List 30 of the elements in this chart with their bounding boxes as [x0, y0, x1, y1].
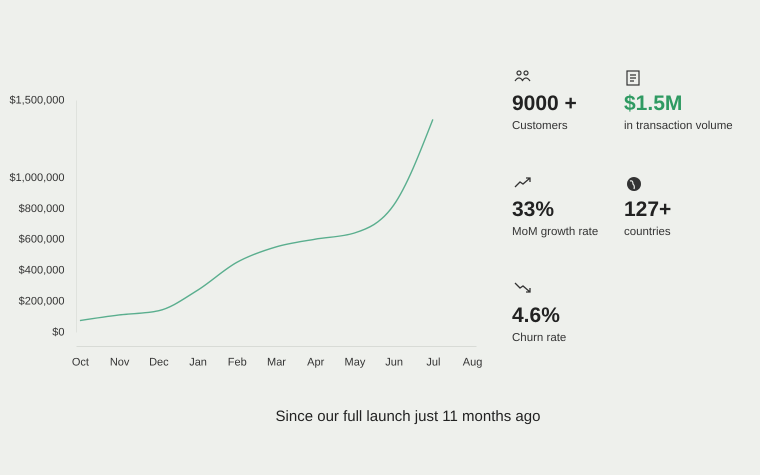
x-tick-label: Feb [228, 356, 247, 368]
text: Churn rate [512, 332, 568, 344]
x-tick-label: May [344, 356, 366, 368]
y-tick-label: $400,000 [18, 264, 64, 277]
text: in transaction volume [624, 120, 734, 132]
text: $1.5M [624, 92, 684, 116]
y-tick-label: $800,000 [18, 202, 64, 215]
y-tick-label: $200,000 [18, 296, 64, 308]
text: 9000 + [512, 92, 578, 116]
x-tick-label: Jun [385, 356, 404, 368]
y-tick-label: $0 [52, 326, 64, 338]
text: Customers [512, 120, 569, 132]
text: 33% [512, 198, 556, 222]
y-tick-label: $1,500,000 [9, 94, 64, 106]
text: countries [624, 226, 672, 238]
x-tick-label: Nov [110, 356, 130, 368]
x-tick-label: Jul [426, 356, 440, 368]
text: 4.6% [512, 304, 561, 328]
y-tick-label: $1,000,000 [9, 172, 64, 184]
x-tick-label: Jan [189, 356, 207, 368]
text: MoM growth rate [512, 226, 600, 238]
line-series [79, 118, 434, 322]
text: Since our full launch just 11 months ago [274, 408, 542, 425]
x-tick-label: Aug [462, 356, 482, 368]
x-tick-label: Oct [72, 356, 89, 368]
x-tick-label: Dec [149, 356, 170, 368]
text: 127+ [624, 198, 672, 222]
x-tick-label: Mar [267, 356, 286, 368]
x-tick-label: Apr [307, 356, 325, 368]
y-tick-label: $600,000 [18, 234, 64, 246]
